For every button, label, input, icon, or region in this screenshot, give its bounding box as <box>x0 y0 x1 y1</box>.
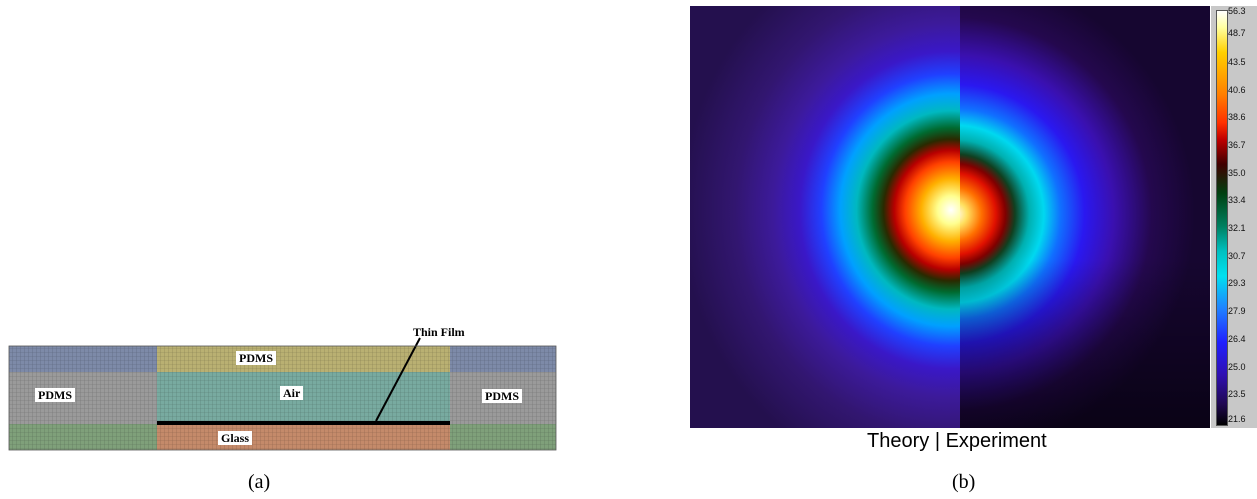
colorbar-tick: 32.1 <box>1228 223 1246 233</box>
thermal-map <box>690 6 1210 428</box>
caption-a: (a) <box>248 471 271 493</box>
label-pdms-left: PDMS <box>35 388 75 402</box>
colorbar-tick: 48.7 <box>1228 28 1246 38</box>
colorbar-tick: 38.6 <box>1228 112 1246 122</box>
label-separator: | <box>934 430 941 452</box>
colorbar-tick: 33.4 <box>1228 195 1246 205</box>
colorbar-tick: 30.7 <box>1228 251 1246 261</box>
colorbar-tick: 25.0 <box>1228 362 1246 372</box>
panel-a: PDMS PDMS Air PDMS Glass Thin Film (a) <box>0 0 600 499</box>
colorbar-tick: 29.3 <box>1228 278 1246 288</box>
label-pdms-top: PDMS <box>236 351 276 365</box>
colorbar-tick: 35.0 <box>1228 168 1246 178</box>
label-glass: Glass <box>218 431 253 445</box>
caption-b: (b) <box>952 471 976 493</box>
colorbar-tick: 40.6 <box>1228 85 1246 95</box>
colorbar-tick: 21.6 <box>1228 414 1246 424</box>
colorbar-tick: 56.3 <box>1228 6 1246 16</box>
colorbar-tick: 36.7 <box>1228 140 1246 150</box>
label-air: Air <box>280 386 304 400</box>
mesh-diagram <box>8 337 557 451</box>
colorbar-tick: 23.5 <box>1228 389 1246 399</box>
theory-half <box>690 6 960 428</box>
thin-film-pointer <box>375 337 421 422</box>
label-pdms-right: PDMS <box>482 389 522 403</box>
thin-film-layer <box>157 421 450 425</box>
colorbar-tick: 43.5 <box>1228 57 1246 67</box>
theory-experiment-label: Theory | Experiment <box>867 430 1047 453</box>
colorbar-tick: 26.4 <box>1228 334 1246 344</box>
colorbar-gradient <box>1216 10 1228 426</box>
theory-label: Theory <box>867 430 930 452</box>
experiment-label: Experiment <box>945 430 1047 452</box>
label-thin-film: Thin Film <box>413 325 465 339</box>
colorbar-tick: 27.9 <box>1228 306 1246 316</box>
